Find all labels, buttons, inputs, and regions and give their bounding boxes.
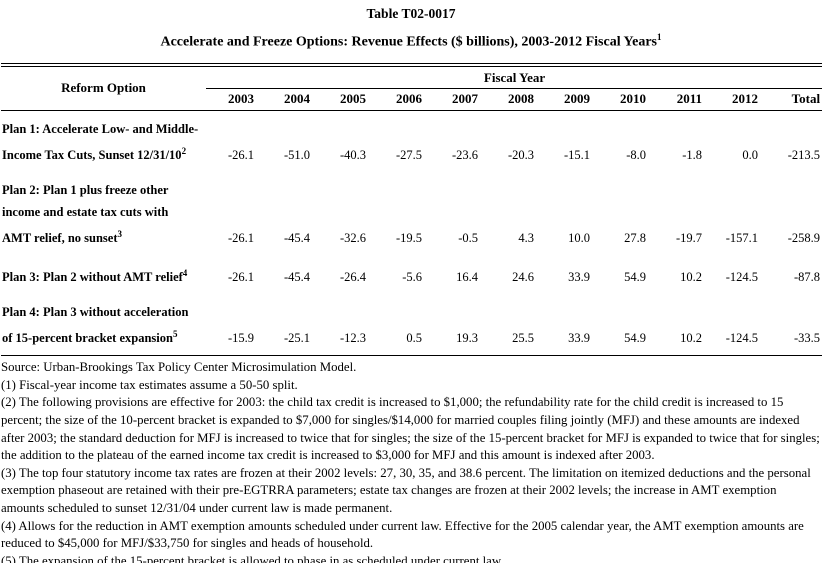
table-row: Plan 3: Plan 2 without AMT relief4 -26.1 -… bbox=[1, 255, 822, 294]
value-cell: -124.5 bbox=[725, 270, 758, 285]
row-label: Plan 4: Plan 3 without acceleration of 15… bbox=[1, 294, 206, 357]
value-cell: 27.8 bbox=[624, 230, 646, 245]
page-subtitle-text: Accelerate and Freeze Options: Revenue E… bbox=[160, 34, 657, 50]
value-cell: 10.2 bbox=[654, 294, 710, 357]
value-cell: -258.9 bbox=[787, 230, 821, 245]
value-cell: -15.1 bbox=[563, 147, 590, 162]
page-subtitle: Accelerate and Freeze Options: Revenue E… bbox=[1, 27, 821, 53]
value-cell: -45.4 bbox=[283, 230, 310, 245]
value-cell: -33.5 bbox=[766, 294, 822, 357]
table-row: Plan 2: Plan 1 plus freeze other income a… bbox=[1, 172, 822, 255]
column-header-2006: 2006 bbox=[374, 88, 430, 111]
column-group-header-fiscal-year: Fiscal Year bbox=[206, 64, 822, 89]
footnotes: (1) Fiscal-year income tax estimates ass… bbox=[1, 377, 821, 563]
value-cell: -5.6 bbox=[402, 270, 422, 285]
value-cell: -26.1 bbox=[227, 147, 254, 162]
value-cell: -87.8 bbox=[794, 270, 821, 285]
value-cell: -26.4 bbox=[339, 270, 366, 285]
column-header-2007: 2007 bbox=[430, 88, 486, 111]
value-cell: 0.5 bbox=[374, 294, 430, 357]
value-cell: -12.3 bbox=[318, 294, 374, 357]
column-header-2012: 2012 bbox=[710, 88, 766, 111]
value-cell: -32.6 bbox=[339, 230, 366, 245]
value-cell: -19.5 bbox=[395, 230, 422, 245]
value-cell: -26.1 bbox=[227, 270, 254, 285]
value-cell: 4.3 bbox=[518, 230, 534, 245]
value-cell: 33.9 bbox=[542, 294, 598, 357]
value-cell: -157.1 bbox=[725, 230, 758, 245]
column-header-reform-option: Reform Option bbox=[1, 64, 206, 111]
value-cell: 10.0 bbox=[568, 230, 590, 245]
value-cell: -8.0 bbox=[626, 147, 646, 162]
subtitle-superscript: 1 bbox=[657, 32, 662, 42]
notes-section: Source: Urban-Brookings Tax Policy Cente… bbox=[1, 359, 821, 563]
value-cell: 19.3 bbox=[430, 294, 486, 357]
value-cell: -40.3 bbox=[339, 147, 366, 162]
value-cell: -15.9 bbox=[206, 294, 262, 357]
title-block: Table T02-0017 Accelerate and Freeze Opt… bbox=[1, 0, 821, 53]
table-row: Plan 4: Plan 3 without acceleration of 15… bbox=[1, 294, 822, 357]
source-note: Source: Urban-Brookings Tax Policy Cente… bbox=[1, 360, 357, 375]
value-cell: 16.4 bbox=[456, 270, 478, 285]
value-cell: -23.6 bbox=[451, 147, 478, 162]
footnote: (5) The expansion of the 15-percent brac… bbox=[1, 553, 504, 563]
value-cell: 54.9 bbox=[624, 270, 646, 285]
value-cell: -0.5 bbox=[458, 230, 478, 245]
value-cell: -45.4 bbox=[283, 270, 310, 285]
row-label-superscript: 5 bbox=[172, 329, 178, 340]
value-cell: -27.5 bbox=[395, 147, 422, 162]
table-row: Plan 1: Accelerate Low- and Middle- Incom… bbox=[1, 110, 822, 172]
value-cell: -26.1 bbox=[227, 230, 254, 245]
column-header-2005: 2005 bbox=[318, 88, 374, 111]
year-header-row: 2003 2004 2005 2006 2007 2008 2009 2010 2011 2012… bbox=[1, 88, 822, 111]
footnote: (1) Fiscal-year income tax estimates ass… bbox=[1, 377, 298, 392]
row-label: Plan 3: Plan 2 without AMT relief4 bbox=[2, 267, 188, 285]
value-cell: 25.5 bbox=[486, 294, 542, 357]
value-cell: -124.5 bbox=[710, 294, 766, 357]
value-cell: 24.6 bbox=[512, 270, 534, 285]
row-label: Plan 1: Accelerate Low- and Middle- Incom… bbox=[2, 121, 199, 162]
column-header-2008: 2008 bbox=[486, 88, 542, 111]
footnote: (3) The top four statutory income tax ra… bbox=[1, 465, 811, 516]
column-header-2010: 2010 bbox=[598, 88, 654, 111]
column-header-2004: 2004 bbox=[262, 88, 318, 111]
column-header-2009: 2009 bbox=[542, 88, 598, 111]
page-title: Table T02-0017 bbox=[366, 6, 456, 21]
value-cell: -25.1 bbox=[262, 294, 318, 357]
row-label: Plan 2: Plan 1 plus freeze other income a… bbox=[2, 182, 169, 245]
value-cell: 10.2 bbox=[680, 270, 702, 285]
footnote: (2) The following provisions are effecti… bbox=[1, 395, 820, 463]
value-cell: -1.8 bbox=[682, 147, 702, 162]
column-header-2011: 2011 bbox=[654, 88, 710, 111]
value-cell: -19.7 bbox=[675, 230, 702, 245]
row-label-superscript: 3 bbox=[117, 228, 123, 239]
value-cell: 33.9 bbox=[568, 270, 590, 285]
column-header-total: Total bbox=[766, 88, 822, 111]
column-header-2003: 2003 bbox=[206, 88, 262, 111]
value-cell: 0.0 bbox=[742, 147, 758, 162]
row-label-superscript: 4 bbox=[182, 267, 188, 278]
row-label-superscript: 2 bbox=[181, 145, 187, 156]
value-cell: -51.0 bbox=[283, 147, 310, 162]
header-row-group: Reform Option Fiscal Year bbox=[1, 64, 822, 111]
value-cell: 54.9 bbox=[598, 294, 654, 357]
value-cell: -213.5 bbox=[787, 147, 821, 162]
revenue-table: Reform Option Fiscal Year 2003 2004 2005 20… bbox=[1, 62, 822, 357]
value-cell: -20.3 bbox=[507, 147, 534, 162]
footnote: (4) Allows for the reduction in AMT exem… bbox=[1, 518, 804, 551]
